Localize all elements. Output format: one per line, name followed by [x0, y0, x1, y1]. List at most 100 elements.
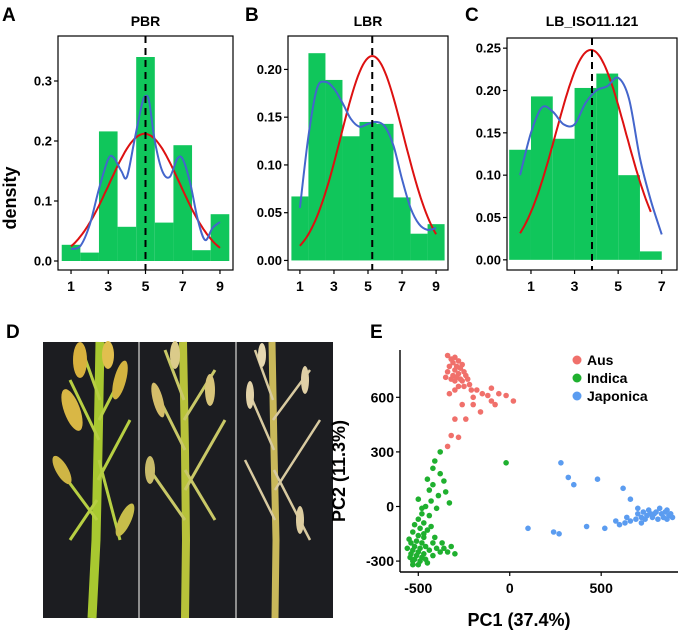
scatter-point-indica — [424, 476, 431, 483]
panel-label-a: A — [2, 5, 16, 26]
scatter-point-aus — [459, 361, 466, 368]
legend-label-aus: Aus — [587, 352, 614, 368]
x-tick-label: 3 — [330, 278, 338, 294]
scatter-point-indica — [410, 561, 416, 568]
scatter-point-indica — [503, 460, 509, 466]
histogram-bar — [393, 197, 411, 261]
scatter-point-indica — [452, 551, 458, 557]
scatter-point-aus — [474, 387, 480, 393]
histogram-bar — [359, 121, 377, 261]
scatter-point-indica — [432, 534, 438, 541]
scatter-point-indica — [415, 516, 422, 522]
scatter-point-aus — [461, 383, 467, 390]
x-tick-label: 1 — [527, 278, 535, 294]
scatter-point-japonica — [627, 496, 634, 503]
scatter-point-japonica — [669, 514, 676, 521]
scatter-point-indica — [441, 478, 447, 484]
scatter-point-aus — [479, 390, 486, 397]
scatter-point-aus — [446, 363, 453, 370]
scatter-point-indica — [444, 549, 451, 555]
x-tick-label: 1 — [296, 278, 304, 294]
scatter-point-japonica — [635, 505, 641, 512]
scatter-point-aus — [459, 378, 466, 384]
x-axis-label: PC1 (37.4%) — [467, 610, 570, 630]
scatter-point-indica — [419, 540, 425, 546]
scatter-point-indica — [430, 552, 436, 559]
scatter-point-indica — [419, 511, 425, 517]
scatter-point-japonica — [556, 531, 562, 537]
scatter-point-aus — [444, 443, 451, 450]
scatter-point-aus — [452, 416, 458, 422]
scatter-point-indica — [437, 549, 444, 555]
panicle-green — [52, 341, 135, 619]
scatter-point-indica — [411, 521, 418, 528]
scatter-point-indica — [441, 545, 447, 552]
x-tick-label: 7 — [398, 278, 406, 294]
scatter-point-indica — [448, 543, 455, 550]
scatter-point-indica — [428, 523, 434, 530]
legend-label-japonica: Japonica — [587, 388, 648, 404]
panel-label-e: E — [370, 322, 383, 343]
scatter-point-indica — [426, 547, 433, 553]
histogram-bar — [639, 251, 662, 260]
density-axis-label: density — [0, 166, 20, 229]
histogram-bar — [80, 252, 99, 261]
scatter-point-aus — [492, 401, 498, 408]
scatter-point-aus — [452, 387, 458, 393]
scatter-point-japonica — [616, 521, 623, 528]
x-tick-label: 3 — [571, 278, 579, 294]
scatter-point-indica — [437, 470, 444, 477]
legend-swatch-japonica — [572, 391, 582, 401]
y-axis-label: PC2 (11.3%) — [329, 420, 349, 522]
y-tick-label: 0.1 — [34, 194, 52, 209]
x-tick-label: 1 — [67, 278, 75, 294]
histogram-bar — [117, 226, 137, 261]
x-tick-label: 5 — [364, 278, 372, 294]
scatter-point-indica — [421, 520, 427, 526]
scatter-point-aus — [503, 392, 509, 399]
scatter-point-japonica — [653, 509, 659, 515]
scatter-point-japonica — [565, 474, 572, 481]
scatter-point-aus — [452, 378, 458, 384]
scatter-point-aus — [470, 394, 477, 401]
scatter-point-japonica — [550, 529, 557, 535]
normal-fit-curve — [299, 55, 437, 247]
histogram-bar — [596, 73, 619, 260]
scatter-point-indica — [442, 489, 449, 495]
scatter-point-indica — [430, 481, 436, 488]
histogram-panel-lbr: LBR 0.00 0.05 0.10 0.15 0.20 1 3 5 7 9 — [257, 13, 449, 294]
legend-label-indica: Indica — [587, 370, 628, 386]
scatter-point-aus — [477, 409, 484, 415]
scatter-point-indica — [428, 498, 434, 504]
histogram-bar — [552, 138, 575, 260]
scatter-point-japonica — [594, 476, 601, 483]
scatter-point-japonica — [647, 511, 654, 517]
scatter-point-indica — [413, 538, 420, 544]
x-tick-label: 9 — [216, 278, 224, 294]
scatter-point-indica — [422, 543, 429, 550]
histogram-bar — [530, 96, 553, 260]
scatter-point-japonica — [658, 511, 665, 517]
y-tick-label: 0.00 — [476, 252, 501, 267]
chart-title: LB_ISO11.121 — [546, 13, 639, 29]
x-tick-label: 0 — [506, 580, 514, 596]
scatter-point-aus — [450, 359, 456, 366]
scatter-point-japonica — [664, 507, 670, 513]
scatter-point-aus — [444, 369, 451, 375]
y-tick-label: 0.3 — [34, 74, 52, 89]
scatter-point-aus — [466, 381, 473, 388]
panel-label-c: C — [465, 5, 479, 26]
y-tick-label: 0.05 — [476, 210, 501, 225]
scatter-point-indica — [433, 545, 440, 552]
y-tick-label: 0.15 — [476, 125, 501, 140]
scatter-point-aus — [463, 416, 469, 422]
density-kde-curve — [519, 76, 663, 235]
y-tick-label: 0.2 — [34, 134, 52, 149]
y-tick-label: 0.15 — [257, 110, 282, 125]
scatter-point-aus — [455, 358, 462, 364]
pca-scatter-panel: -300 0 300 600 -500 0 500 PC1 (37.4%) PC2 (11.3%… — [329, 350, 678, 630]
scatter-point-japonica — [655, 516, 661, 522]
scatter-point-aus — [455, 434, 462, 441]
y-tick-label: 0.0 — [34, 254, 52, 269]
scatter-point-aus — [510, 398, 517, 404]
